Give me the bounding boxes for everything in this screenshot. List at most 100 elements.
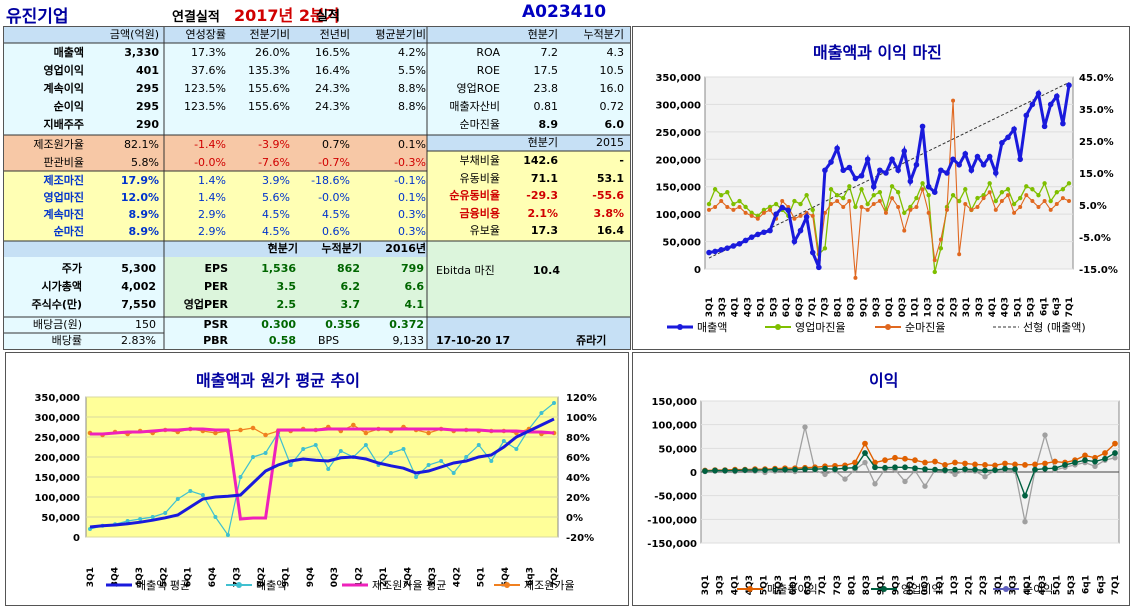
x-tick: 3Q1 bbox=[705, 297, 715, 317]
y-left-tick: 350,000 bbox=[34, 393, 80, 404]
op-margin-point bbox=[993, 198, 998, 204]
sales-point bbox=[501, 439, 506, 443]
x-tick: 4Q1 bbox=[730, 575, 740, 595]
cost-value: 0.1% bbox=[398, 138, 426, 151]
sales-point bbox=[779, 204, 786, 211]
margin-value: 0.6% bbox=[322, 225, 350, 238]
valuation-mid-value: 3.7 bbox=[340, 298, 361, 311]
y-left-tick: 250,000 bbox=[34, 433, 80, 444]
ratio-label: 매출자산비 bbox=[449, 100, 500, 113]
x-tick: 7Q2 bbox=[550, 567, 560, 587]
net-margin-point bbox=[731, 207, 736, 212]
ratio2-value: 17.3 bbox=[530, 224, 558, 237]
op-margin-point bbox=[877, 190, 883, 195]
table-header: 전분기비 bbox=[249, 28, 290, 41]
net-margin-point bbox=[1005, 193, 1010, 198]
margin-value: 3.9% bbox=[262, 174, 290, 187]
op-margin-point bbox=[920, 181, 925, 186]
legend-label: 매출액 평균 bbox=[136, 579, 190, 592]
sales-point bbox=[1066, 82, 1072, 89]
sales-point bbox=[755, 231, 761, 238]
gross-profit-point bbox=[922, 459, 928, 466]
gross-profit-point bbox=[1052, 458, 1058, 465]
margin-value: -0.1% bbox=[394, 174, 426, 187]
x-tick: 1Q3 bbox=[950, 575, 960, 595]
sales-point bbox=[803, 214, 810, 220]
op-profit-point bbox=[1022, 492, 1028, 499]
net-margin-point bbox=[951, 98, 956, 103]
sales-point bbox=[980, 161, 987, 168]
valuation-value: 150 bbox=[135, 318, 156, 331]
margin-label: 영업마진 bbox=[43, 191, 84, 204]
margin-label: 제조마진 bbox=[43, 174, 84, 187]
chart3-title: 이익 bbox=[869, 371, 899, 390]
x-tick: 4Q2 bbox=[452, 567, 462, 587]
row-value: 155.6% bbox=[248, 100, 290, 113]
gross-profit-point bbox=[982, 462, 988, 468]
x-tick: 5Q3 bbox=[769, 297, 779, 317]
ratio-label: ROE bbox=[476, 64, 500, 77]
sales-point bbox=[986, 153, 993, 160]
sales-point bbox=[840, 167, 847, 174]
sales-point bbox=[426, 463, 431, 467]
row-label: 영업이익 bbox=[43, 64, 84, 77]
x-tick: 5Q1 bbox=[760, 575, 770, 595]
sales-point bbox=[974, 153, 981, 160]
margin-value: 17.9% bbox=[120, 174, 159, 187]
x-tick: 1Q1 bbox=[935, 575, 945, 595]
margin-value: 8.9% bbox=[128, 208, 159, 221]
sales-point bbox=[742, 237, 749, 244]
net-margin-point bbox=[1048, 207, 1053, 212]
chart1-svg: 0 50,000 100,000 150,000 200,000 250,000 300,0… bbox=[655, 73, 1117, 334]
sales-point bbox=[338, 449, 343, 453]
net-margin-point bbox=[987, 190, 992, 195]
y-right-tick: -20% bbox=[566, 533, 594, 544]
op-margin-point bbox=[828, 187, 834, 192]
sales-point bbox=[539, 411, 544, 415]
net-margin-point bbox=[993, 207, 998, 212]
cost-ratio-point bbox=[363, 430, 369, 436]
ratio2-header: 2015 bbox=[596, 136, 624, 149]
net-margin-point bbox=[835, 199, 840, 204]
net-margin-point bbox=[938, 237, 943, 242]
gross-profit-point bbox=[1112, 440, 1118, 447]
sales-point bbox=[877, 167, 883, 174]
net-margin-point bbox=[1060, 196, 1065, 201]
margin-label: 순마진 bbox=[53, 225, 84, 238]
op-profit-point bbox=[782, 466, 788, 473]
net-margin-point bbox=[944, 207, 949, 212]
net-margin-point bbox=[999, 199, 1004, 204]
margin-value: 1.4% bbox=[198, 191, 226, 204]
row-value: 37.6% bbox=[191, 64, 226, 77]
x-tick: 3Q1 bbox=[701, 575, 711, 595]
sales-point bbox=[251, 455, 256, 459]
op-margin-point bbox=[987, 181, 992, 186]
x-tick: 7Q3 bbox=[821, 297, 831, 317]
margin-value: 2.9% bbox=[198, 208, 226, 221]
net-margin-point bbox=[871, 202, 876, 207]
net-profit-point bbox=[872, 481, 878, 487]
sales-point bbox=[288, 463, 293, 467]
table-header: 전년비 bbox=[319, 28, 350, 41]
x-tick: 5Q2 bbox=[159, 567, 169, 587]
x-tick: 3Q1 bbox=[86, 567, 96, 587]
net-profit-point bbox=[982, 474, 988, 480]
op-profit-point bbox=[1102, 455, 1108, 462]
chart2-title: 매출액과 원가 평균 추이 bbox=[196, 371, 360, 390]
table-header: 평균분기비 bbox=[375, 28, 426, 41]
net-profit-point bbox=[862, 459, 868, 466]
op-profit-point bbox=[882, 464, 888, 471]
op-profit-point bbox=[1092, 458, 1098, 465]
valuation-mid-value: 0.372 bbox=[389, 318, 424, 331]
valuation-mid-value: 0.356 bbox=[325, 318, 360, 331]
x-tick: 6Q4 bbox=[208, 567, 218, 587]
op-profit-point bbox=[1042, 465, 1048, 472]
op-profit-point bbox=[1062, 462, 1068, 468]
x-tick: 8Q1 bbox=[834, 297, 844, 317]
legend-label: 순마진율 bbox=[905, 321, 945, 334]
net-margin-point bbox=[719, 199, 724, 204]
sales-point bbox=[889, 156, 895, 163]
net-margin-point bbox=[957, 252, 962, 257]
cost-value: 82.1% bbox=[124, 138, 159, 151]
net-margin-point bbox=[1012, 210, 1017, 215]
